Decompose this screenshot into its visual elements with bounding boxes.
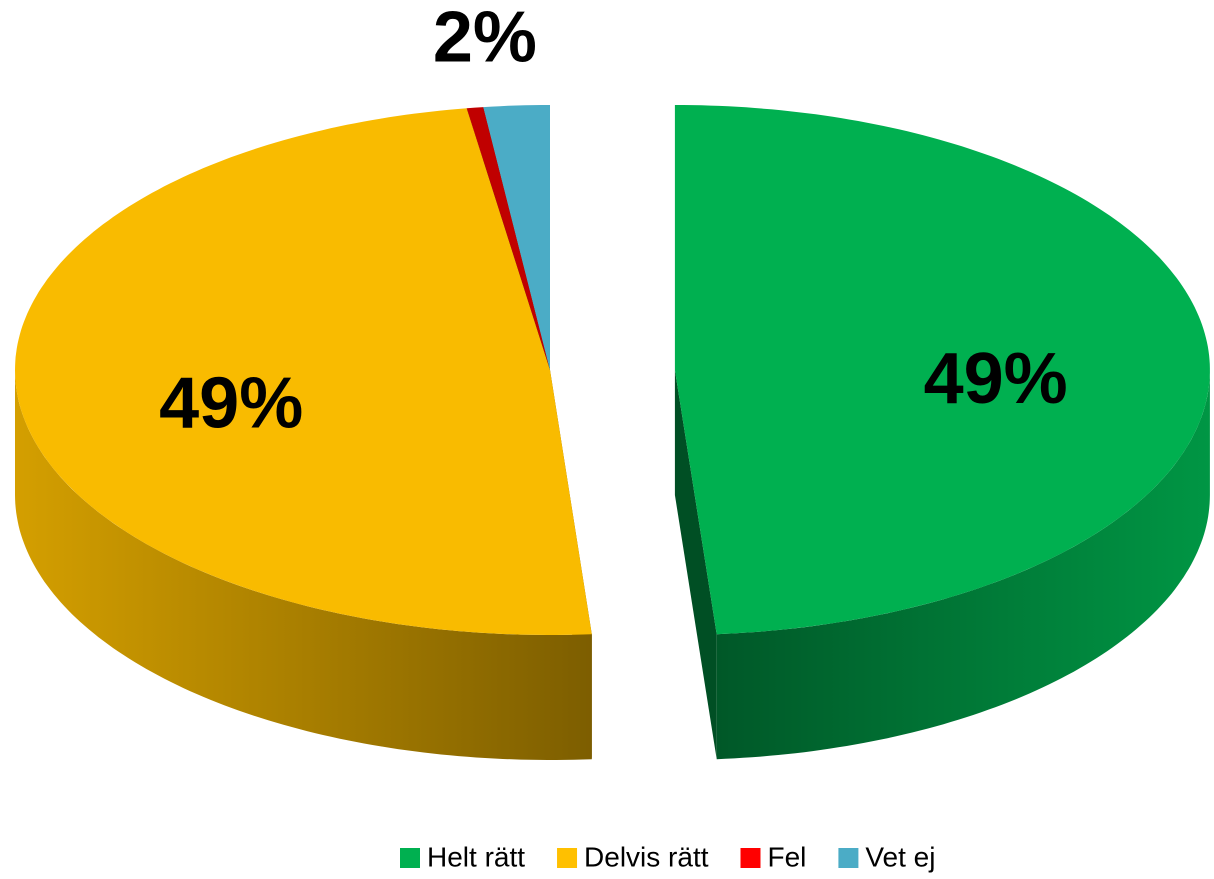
slice-wall (674, 370, 717, 760)
legend-label: Fel (768, 841, 807, 872)
legend-label: Delvis rätt (584, 841, 709, 872)
slice (674, 105, 1210, 635)
slice-side (716, 370, 1210, 760)
legend-swatch (557, 848, 578, 868)
slice (15, 108, 592, 635)
legend-label: Helt rätt (427, 841, 525, 872)
data-label: 2% (433, 0, 537, 78)
slice-side (15, 370, 592, 760)
legend-swatch (400, 848, 420, 868)
data-label: 49% (924, 339, 1068, 419)
legend-swatch (838, 848, 859, 868)
legend-label: Vet ej (865, 841, 935, 872)
legend-swatch (740, 848, 761, 868)
data-label: 49% (159, 364, 303, 444)
slice (466, 107, 550, 370)
slice (483, 105, 550, 370)
